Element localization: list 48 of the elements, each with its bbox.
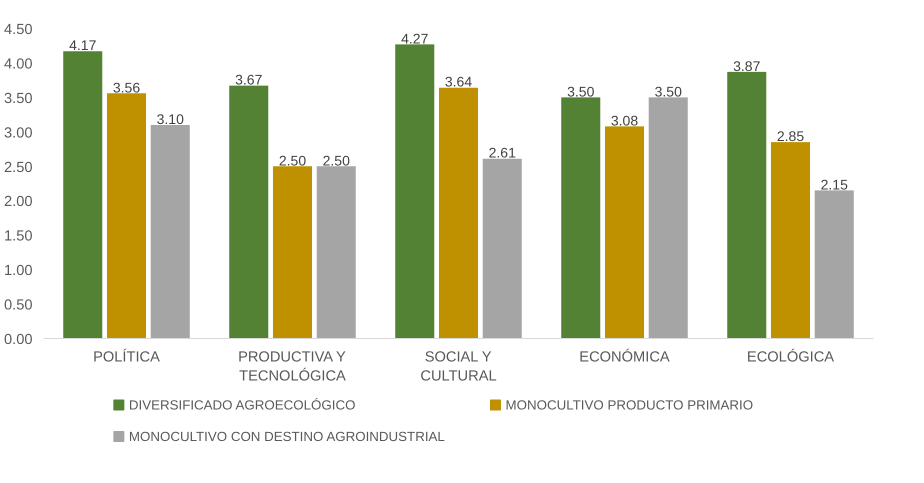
- x-tick-label: ECOLÓGICA: [746, 348, 834, 366]
- bar: [561, 97, 600, 338]
- bar: [438, 88, 478, 338]
- y-tick-label: 0.00: [4, 332, 33, 348]
- text: 3.67: [235, 72, 262, 88]
- y-tick-label: 1.50: [4, 228, 33, 245]
- y-tick-label: 4.50: [4, 22, 33, 38]
- bar: [316, 166, 356, 338]
- bar: [727, 72, 766, 338]
- y-tick-label: 2.00: [4, 194, 33, 210]
- bar: [482, 158, 522, 338]
- y-tick-label: 1.00: [4, 263, 33, 280]
- y-tick-label: 2.50: [4, 160, 33, 176]
- text: 3.50: [567, 83, 594, 100]
- text: 3.56: [112, 79, 140, 96]
- legend-label: DIVERSIFICADO AGROECOLÓGICO: [128, 398, 356, 412]
- text: 4.17: [69, 37, 96, 54]
- y-tick-label: 0.50: [4, 298, 33, 314]
- bar: [648, 97, 688, 338]
- text: 3.08: [610, 112, 638, 128]
- x-tick-label: POLÍTICA: [93, 348, 160, 366]
- y-tick-label: 3.00: [4, 125, 33, 142]
- bar: [604, 126, 644, 338]
- bar: [770, 142, 810, 338]
- x-tick-label: ECONÓMICA: [579, 348, 670, 366]
- text: 2.50: [322, 152, 350, 168]
- bar: [229, 86, 268, 338]
- text: 3.10: [156, 110, 184, 127]
- legend-label: MONOCULTIVO CON DESTINO AGROINDUSTRIAL: [128, 429, 445, 444]
- bar: [63, 51, 102, 338]
- text: 3.64: [444, 74, 472, 90]
- text: 2.50: [278, 152, 306, 168]
- y-tick-label: 4.00: [4, 56, 33, 72]
- bar: [150, 124, 190, 338]
- text: 3.87: [733, 58, 760, 74]
- bar: [272, 166, 312, 338]
- text: 2.61: [488, 144, 516, 161]
- bar: [395, 44, 434, 338]
- text: 4.27: [401, 30, 428, 46]
- bar: [106, 93, 146, 338]
- x-tick-label: SOCIAL Y CULTURAL: [420, 350, 497, 385]
- x-tick-label: PRODUCTIVA Y TECNOLÓGICA: [238, 350, 346, 385]
- text: 2.85: [776, 128, 804, 144]
- y-tick-label: 3.50: [4, 90, 33, 107]
- legend-label: MONOCULTIVO PRODUCTO PRIMARIO: [506, 398, 754, 412]
- text: 3.50: [654, 83, 682, 100]
- text: 2.15: [820, 176, 848, 192]
- bar: [814, 190, 854, 338]
